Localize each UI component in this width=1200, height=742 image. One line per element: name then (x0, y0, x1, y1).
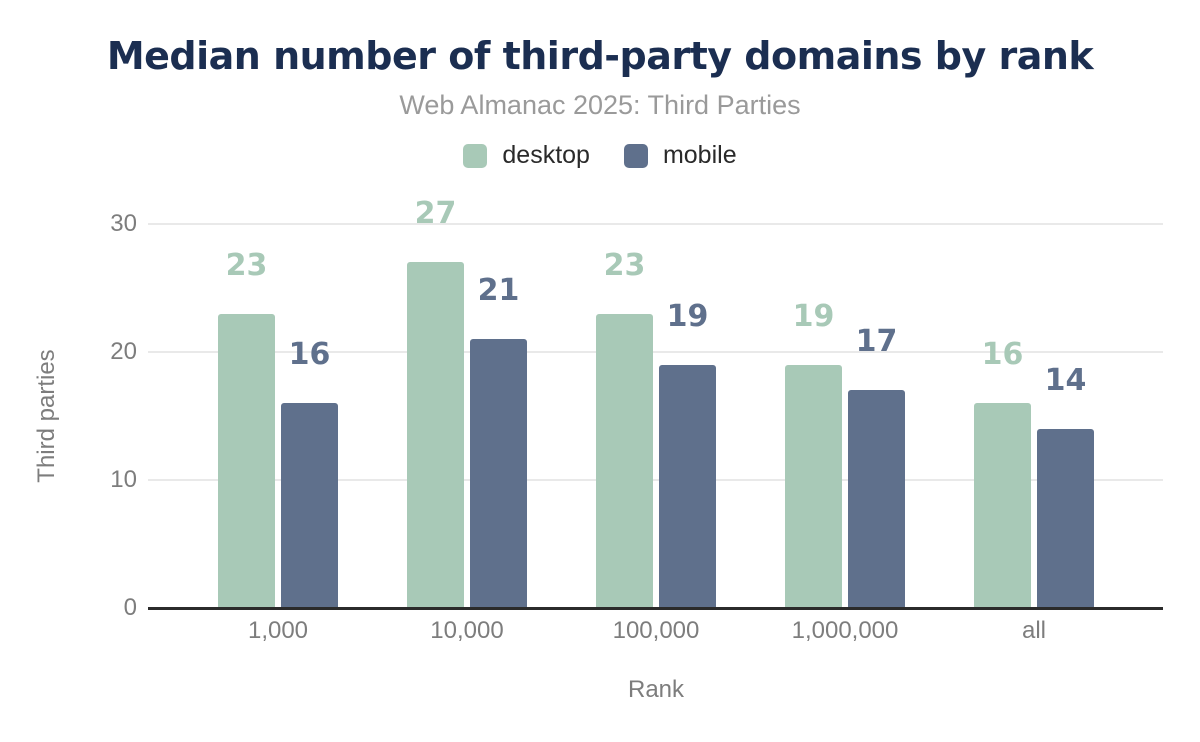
x-axis-line (148, 607, 1163, 610)
legend-item-desktop: desktop (463, 143, 590, 168)
legend: desktop mobile (0, 143, 1200, 168)
mobile-bar[interactable] (281, 403, 338, 609)
legend-item-mobile: mobile (623, 141, 737, 169)
mobile-bar-value-label: 17 (855, 324, 898, 360)
desktop-series-swatch-icon (463, 143, 488, 168)
mobile-bar-value-label: 19 (666, 298, 709, 334)
mobile-bar[interactable] (848, 390, 905, 609)
x-category-label: all (1021, 617, 1046, 644)
y-tick-label-20: 20 (110, 338, 137, 365)
desktop-bar-value-label: 23 (225, 247, 268, 283)
desktop-bar[interactable] (407, 262, 464, 609)
x-axis-title: Rank (627, 676, 685, 703)
legend-label-mobile: mobile (662, 141, 737, 169)
y-tick-label-0: 0 (123, 594, 137, 621)
desktop-bar[interactable] (596, 313, 653, 609)
mobile-bar[interactable] (1037, 428, 1094, 609)
y-tick-label-10: 10 (110, 466, 137, 493)
gridline-20 (148, 351, 1163, 353)
chart-title: Median number of third-party domains by … (106, 34, 1094, 78)
x-category-label: 1,000 (247, 617, 309, 644)
desktop-bar-value-label: 27 (414, 196, 457, 232)
y-axis-title: Third parties (33, 349, 60, 483)
mobile-bar[interactable] (470, 339, 527, 609)
chart-subtitle: Web Almanac 2025: Third Parties (399, 90, 801, 120)
x-category-label: 10,000 (430, 617, 504, 644)
mobile-series-swatch-icon (623, 143, 648, 168)
mobile-bar-value-label: 16 (288, 337, 331, 373)
mobile-bar-value-label: 14 (1044, 362, 1087, 398)
desktop-bar[interactable] (218, 313, 275, 609)
legend-label-desktop: desktop (502, 141, 590, 169)
gridline-10 (148, 479, 1163, 481)
desktop-bar[interactable] (785, 364, 842, 609)
mobile-bar-value-label: 21 (477, 273, 520, 309)
desktop-bar[interactable] (974, 403, 1031, 609)
x-category-label: 1,000,000 (791, 617, 899, 644)
gridline-30 (148, 223, 1163, 225)
desktop-bar-value-label: 19 (792, 298, 835, 334)
x-category-label: 100,000 (612, 617, 700, 644)
desktop-bar-value-label: 23 (603, 247, 646, 283)
y-tick-label-30: 30 (110, 210, 137, 237)
desktop-bar-value-label: 16 (981, 337, 1024, 373)
mobile-bar[interactable] (659, 364, 716, 609)
